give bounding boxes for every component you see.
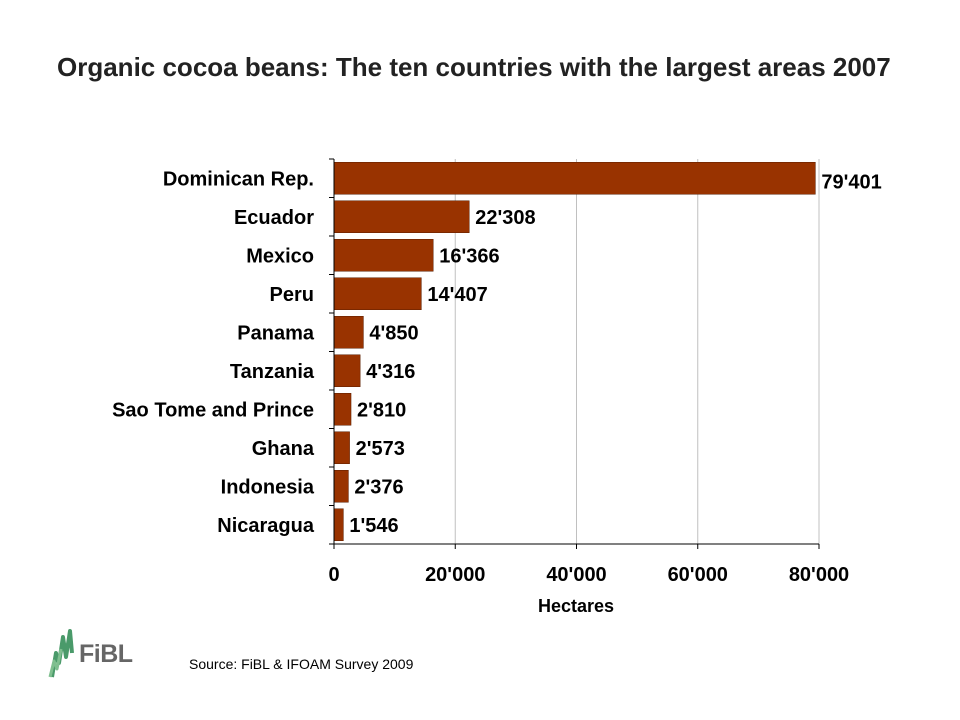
value-label: 4'850 <box>369 322 418 344</box>
category-label: Ecuador <box>234 207 314 229</box>
bars <box>333 162 816 541</box>
value-label: 16'366 <box>439 245 499 267</box>
category-label: Nicaragua <box>217 515 315 537</box>
logo-text: FiBL <box>79 640 133 668</box>
value-label: 1'546 <box>349 515 398 537</box>
bar <box>333 508 344 541</box>
bar <box>333 354 361 387</box>
bar <box>333 470 349 503</box>
value-label: 22'308 <box>475 207 535 229</box>
bar <box>333 277 422 310</box>
category-label: Indonesia <box>221 476 315 498</box>
value-label: 2'573 <box>356 438 405 460</box>
bar <box>333 431 350 464</box>
chart-title: Organic cocoa beans: The ten countries w… <box>57 52 891 82</box>
category-label: Panama <box>237 322 315 344</box>
value-label: 79'401 <box>821 171 881 193</box>
category-label: Mexico <box>246 245 314 267</box>
category-label: Dominican Rep. <box>163 168 314 190</box>
source-note: Source: FiBL & IFOAM Survey 2009 <box>189 656 414 672</box>
x-tick-label: 80'000 <box>789 564 849 586</box>
fibl-logo: FiBL <box>46 623 133 679</box>
value-label: 14'407 <box>427 284 487 306</box>
x-axis-title: Hectares <box>538 596 614 616</box>
category-label: Ghana <box>252 438 315 460</box>
bar <box>333 162 816 195</box>
category-label: Peru <box>270 284 314 306</box>
category-label: Tanzania <box>230 361 315 383</box>
bar <box>333 200 470 233</box>
x-tick-label: 20'000 <box>425 564 485 586</box>
x-tick-label: 40'000 <box>546 564 606 586</box>
axes <box>329 158 820 549</box>
x-tick-label: 0 <box>328 564 339 586</box>
value-label: 2'810 <box>357 399 406 421</box>
x-tick-label: 60'000 <box>668 564 728 586</box>
wheat-leaf-icon <box>48 629 74 678</box>
category-label: Sao Tome and Prince <box>112 399 314 421</box>
bar <box>333 393 352 426</box>
value-label: 2'376 <box>354 476 403 498</box>
labels: Dominican Rep. 79'401 Ecuador 22'308 Mexico 1… <box>112 168 882 586</box>
bar <box>333 239 434 272</box>
value-label: 4'316 <box>366 361 415 383</box>
bar <box>333 316 364 349</box>
